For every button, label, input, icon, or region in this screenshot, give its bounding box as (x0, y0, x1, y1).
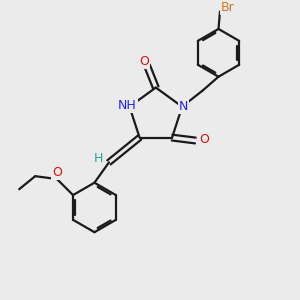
Text: H: H (93, 152, 103, 165)
Text: O: O (199, 133, 209, 146)
Text: Br: Br (221, 2, 235, 14)
Text: O: O (139, 55, 149, 68)
Text: NH: NH (118, 99, 136, 112)
Text: O: O (52, 166, 62, 179)
Text: N: N (179, 100, 188, 113)
